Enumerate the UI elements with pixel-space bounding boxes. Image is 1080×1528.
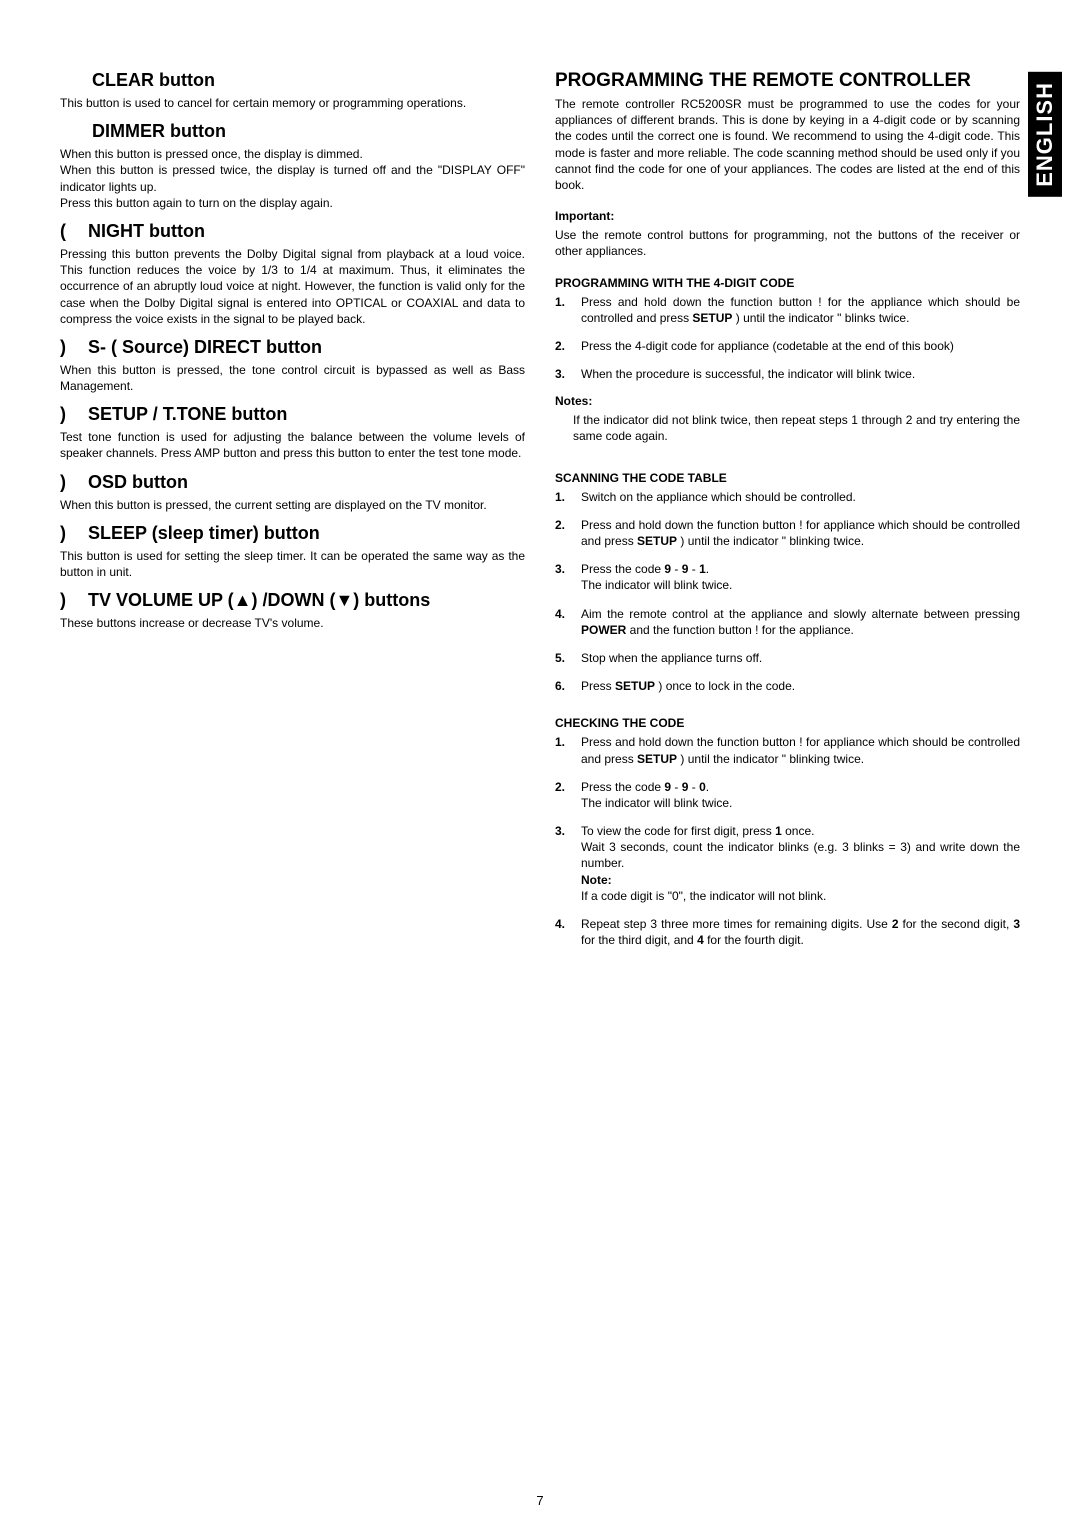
setup-body: Test tone function is used for adjusting…: [60, 429, 525, 461]
osd-title: )OSD button: [60, 472, 525, 493]
page-content: CLEAR button This button is used to canc…: [0, 0, 1080, 990]
programming-body: The remote controller RC5200SR must be p…: [555, 96, 1020, 193]
sleep-title: )SLEEP (sleep timer) button: [60, 523, 525, 544]
right-column: PROGRAMMING THE REMOTE CONTROLLER The re…: [555, 70, 1020, 960]
list-item: 3.To view the code for first digit, pres…: [555, 823, 1020, 904]
important-label: Important:: [555, 209, 1020, 223]
dimmer-title: DIMMER button: [60, 121, 525, 142]
list-item: 3.When the procedure is successful, the …: [555, 366, 1020, 382]
sdirect-title: )S- ( Source) DIRECT button: [60, 337, 525, 358]
clear-title: CLEAR button: [60, 70, 525, 91]
night-title-text: NIGHT button: [88, 221, 205, 241]
sdirect-body: When this button is pressed, the tone co…: [60, 362, 525, 394]
left-column: CLEAR button This button is used to canc…: [60, 70, 525, 960]
sleep-body: This button is used for setting the slee…: [60, 548, 525, 580]
checking-heading: CHECKING THE CODE: [555, 716, 1020, 730]
night-prefix: (: [60, 221, 88, 242]
setup-title-text: SETUP / T.TONE button: [88, 404, 287, 424]
page-number: 7: [0, 1493, 1080, 1508]
setup-title: )SETUP / T.TONE button: [60, 404, 525, 425]
list-item: 4.Repeat step 3 three more times for rem…: [555, 916, 1020, 948]
prog4-list: 1.Press and hold down the function butto…: [555, 294, 1020, 383]
prog4-heading: PROGRAMMING WITH THE 4-DIGIT CODE: [555, 276, 1020, 290]
osd-body: When this button is pressed, the current…: [60, 497, 525, 513]
programming-title: PROGRAMMING THE REMOTE CONTROLLER: [555, 70, 1020, 92]
list-item: 5.Stop when the appliance turns off.: [555, 650, 1020, 666]
list-item: 2.Press the code 9 - 9 - 0.The indicator…: [555, 779, 1020, 811]
night-body: Pressing this button prevents the Dolby …: [60, 246, 525, 327]
sdirect-title-text: S- ( Source) DIRECT button: [88, 337, 322, 357]
osd-prefix: ): [60, 472, 88, 493]
important-body: Use the remote control buttons for progr…: [555, 227, 1020, 259]
checking-list: 1.Press and hold down the function butto…: [555, 734, 1020, 948]
notes1-label: Notes:: [555, 394, 1020, 408]
list-item: 2.Press and hold down the function butto…: [555, 517, 1020, 549]
sleep-prefix: ): [60, 523, 88, 544]
tvvol-prefix: ): [60, 590, 88, 611]
scanning-heading: SCANNING THE CODE TABLE: [555, 471, 1020, 485]
clear-body: This button is used to cancel for certai…: [60, 95, 525, 111]
list-item: 2.Press the 4-digit code for appliance (…: [555, 338, 1020, 354]
tvvol-body: These buttons increase or decrease TV's …: [60, 615, 525, 631]
setup-prefix: ): [60, 404, 88, 425]
list-item: 4.Aim the remote control at the applianc…: [555, 606, 1020, 638]
notes1-body: If the indicator did not blink twice, th…: [555, 412, 1020, 444]
language-tab: ENGLISH: [1028, 72, 1062, 197]
list-item: 1.Press and hold down the function butto…: [555, 734, 1020, 766]
scanning-list: 1.Switch on the appliance which should b…: [555, 489, 1020, 695]
tvvol-title-text: TV VOLUME UP (▲) /DOWN (▼) buttons: [88, 590, 430, 610]
list-item: 1.Switch on the appliance which should b…: [555, 489, 1020, 505]
list-item: 1.Press and hold down the function butto…: [555, 294, 1020, 326]
sleep-title-text: SLEEP (sleep timer) button: [88, 523, 320, 543]
dimmer-body: When this button is pressed once, the di…: [60, 146, 525, 211]
night-title: (NIGHT button: [60, 221, 525, 242]
list-item: 6.Press SETUP ) once to lock in the code…: [555, 678, 1020, 694]
tvvol-title: )TV VOLUME UP (▲) /DOWN (▼) buttons: [60, 590, 525, 611]
osd-title-text: OSD button: [88, 472, 188, 492]
list-item: 3.Press the code 9 - 9 - 1.The indicator…: [555, 561, 1020, 593]
sdirect-prefix: ): [60, 337, 88, 358]
